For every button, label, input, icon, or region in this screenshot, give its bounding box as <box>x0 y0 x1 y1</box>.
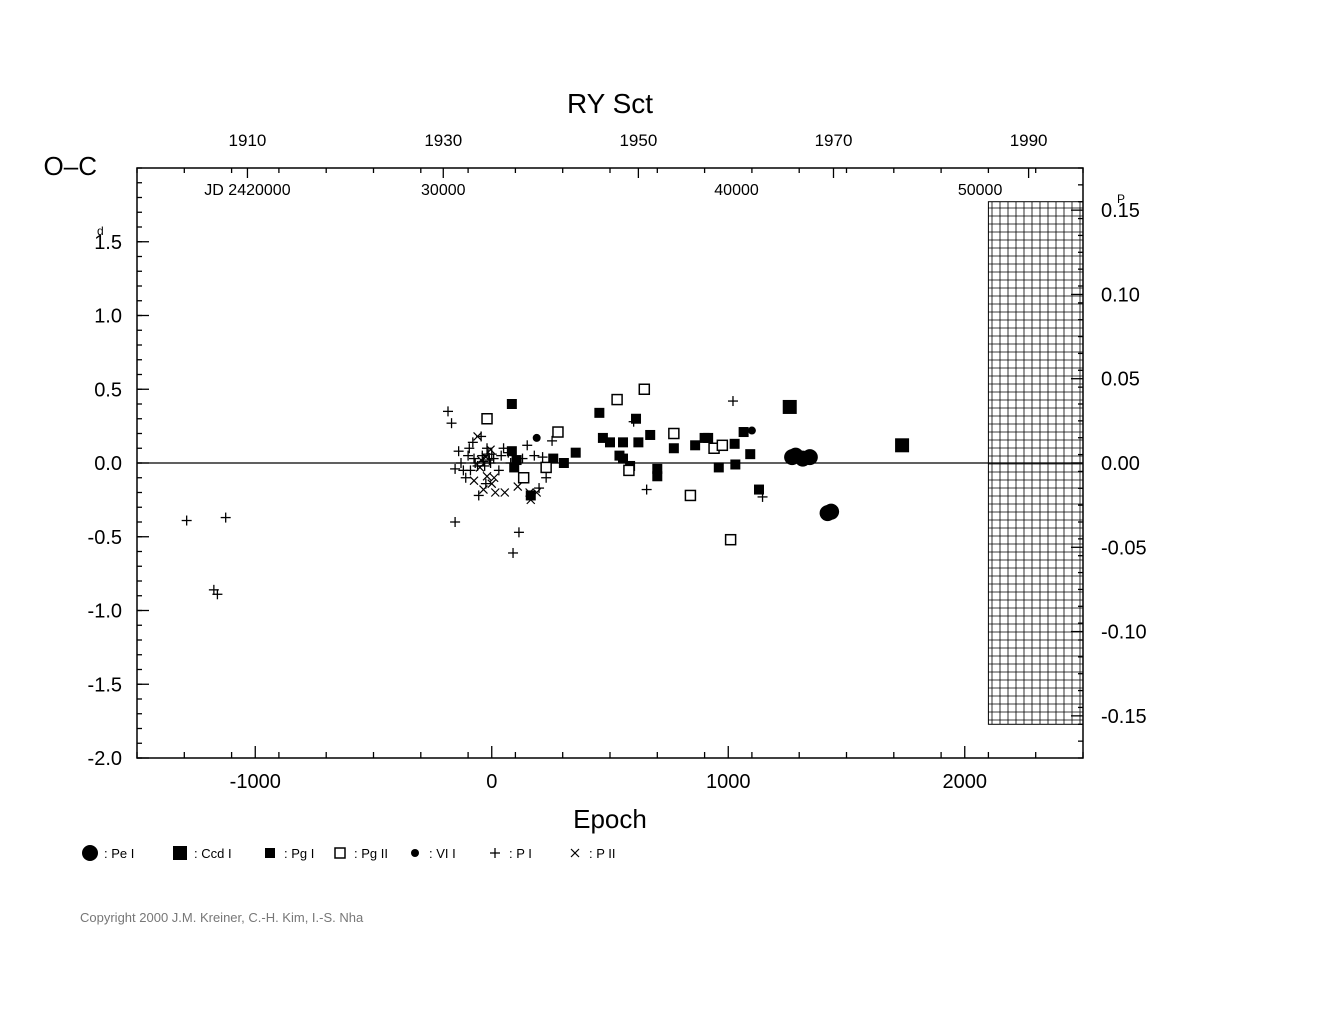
svg-text:0.00: 0.00 <box>1101 453 1140 475</box>
svg-text:1930: 1930 <box>424 131 462 150</box>
svg-text:: Pg I: : Pg I <box>284 846 314 861</box>
svg-text:: Pe I: : Pe I <box>104 846 134 861</box>
svg-text:0: 0 <box>486 771 497 793</box>
svg-text:1990: 1990 <box>1010 131 1048 150</box>
svg-text:: VI I: : VI I <box>429 846 456 861</box>
svg-text:: Ccd I: : Ccd I <box>194 846 232 861</box>
svg-text:: P I: : P I <box>509 846 532 861</box>
svg-text:0.05: 0.05 <box>1101 369 1140 391</box>
svg-text:-0.10: -0.10 <box>1101 622 1147 644</box>
svg-text:1950: 1950 <box>619 131 657 150</box>
svg-text:30000: 30000 <box>421 182 466 199</box>
svg-text:0.10: 0.10 <box>1101 284 1140 306</box>
svg-text:d: d <box>97 224 104 238</box>
svg-text:RY Sct: RY Sct <box>567 88 653 119</box>
svg-text:-0.15: -0.15 <box>1101 706 1147 728</box>
svg-text:0.5: 0.5 <box>94 379 122 401</box>
svg-text:P: P <box>1117 192 1125 206</box>
svg-text:-2.0: -2.0 <box>88 748 122 770</box>
svg-text:1.0: 1.0 <box>94 306 122 328</box>
svg-text:: P II: : P II <box>589 846 616 861</box>
svg-text:-1.0: -1.0 <box>88 601 122 623</box>
svg-text:40000: 40000 <box>714 182 759 199</box>
svg-text:1000: 1000 <box>706 771 751 793</box>
svg-text:2000: 2000 <box>943 771 988 793</box>
svg-text:1970: 1970 <box>815 131 853 150</box>
copyright-notice: Copyright 2000 J.M. Kreiner, C.-H. Kim, … <box>80 910 363 925</box>
svg-text:50000: 50000 <box>958 182 1003 199</box>
svg-text:-1.5: -1.5 <box>88 674 122 696</box>
svg-text:-1000: -1000 <box>230 771 281 793</box>
svg-text:O–C: O–C <box>44 151 97 181</box>
svg-text:1910: 1910 <box>229 131 267 150</box>
chart-container: -1000 0 1000 2000 Epoch -2.0 -1.5 -1.0 -0.5 0.0 0.… <box>0 0 1325 1020</box>
svg-text:0.0: 0.0 <box>94 453 122 475</box>
svg-text:Epoch: Epoch <box>573 804 647 834</box>
svg-text:-0.5: -0.5 <box>88 527 122 549</box>
svg-text:JD 2420000: JD 2420000 <box>204 182 290 199</box>
oc-scatter-plot: -1000 0 1000 2000 Epoch -2.0 -1.5 -1.0 -0.5 0.0 0.… <box>0 0 1325 1020</box>
svg-text:: Pg II: : Pg II <box>354 846 388 861</box>
svg-text:-0.05: -0.05 <box>1101 537 1147 559</box>
